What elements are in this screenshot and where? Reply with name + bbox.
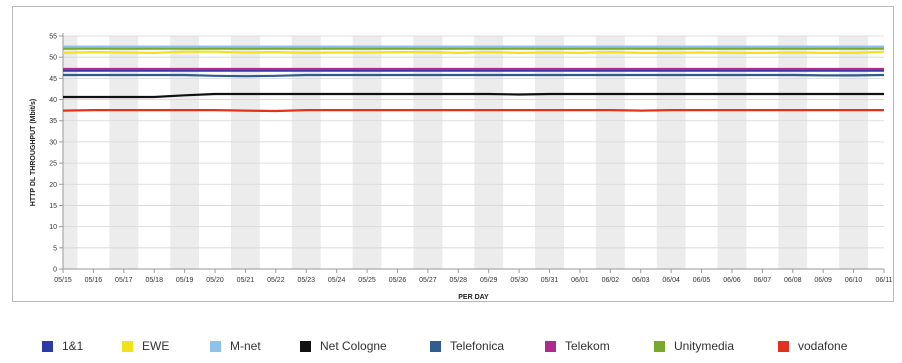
y-axis-title: HTTP DL THROUGHPUT (Mbit/s) [30,99,37,206]
x-tick-label: 05/15 [54,277,72,284]
legend-item-telekom: Telekom [545,336,610,356]
x-tick-label: 06/01 [571,277,589,284]
y-tick-label: 0 [53,267,57,274]
x-tick-label: 05/21 [237,277,255,284]
x-tick-label: 05/19 [176,277,194,284]
legend-item-1-1: 1&1 [42,336,83,356]
series-line-ewe [62,50,885,55]
y-tick-label: 40 [49,97,57,104]
y-tick-label: 15 [49,203,57,210]
legend-label: Net Cologne [320,339,387,353]
legend-swatch [545,340,556,352]
x-tick-label: 06/04 [662,277,680,284]
x-tick-label: 05/26 [389,277,407,284]
x-tick-label: 05/30 [510,277,528,284]
legend-item-m-net: M-net [210,336,261,356]
y-tick-label: 5 [53,245,57,252]
y-tick-label: 30 [49,139,57,146]
x-tick-label: 06/09 [814,277,832,284]
x-tick-label: 06/06 [723,277,741,284]
legend-swatch [42,340,53,352]
legend-item-net-cologne: Net Cologne [300,336,387,356]
y-tick-label: 35 [49,118,57,125]
series-line-net-cologne [63,92,884,99]
legend-label: EWE [142,339,170,353]
legend-label: Telefonica [450,339,505,353]
legend-label: M-net [230,339,261,353]
y-tick-label: 25 [49,161,57,168]
y-tick-label: 55 [49,34,57,41]
day-band [63,36,78,269]
x-tick-label: 05/29 [480,277,498,284]
x-tick-label: 06/08 [784,277,802,284]
x-tick-label: 06/03 [632,277,650,284]
x-tick-label: 05/24 [328,277,346,284]
y-tick-label: 50 [49,55,57,62]
x-tick-label: 06/02 [602,277,620,284]
legend-swatch [210,340,221,352]
x-tick-label: 05/31 [541,277,559,284]
x-tick-label: 06/05 [693,277,711,284]
legend-item-vodafone: vodafone [778,336,847,356]
x-tick-label: 06/11 [876,277,893,284]
legend-item-unitymedia: Unitymedia [654,336,734,356]
y-tick-label: 10 [49,224,57,231]
x-tick-label: 05/27 [419,277,437,284]
legend-item-telefonica: Telefonica [430,336,504,356]
legend-swatch [300,340,311,352]
legend-item-ewe: EWE [122,336,169,356]
legend-swatch [122,340,133,352]
y-tick-label: 45 [49,76,57,83]
x-tick-label: 05/22 [267,277,285,284]
chart-legend: 1&1 EWE M-net Net Cologne Telefonica Telekom U… [0,336,902,356]
x-tick-label: 06/10 [845,277,863,284]
x-tick-label: 05/23 [297,277,315,284]
legend-label: Telekom [565,339,610,353]
legend-label: vodafone [798,339,848,353]
line-chart: 0 5 10 15 20 25 30 35 40 45 50 55 05/15 05/16 05/17 05… [30,33,893,301]
x-tick-label: 05/17 [115,277,133,284]
chart-frame: 0 5 10 15 20 25 30 35 40 45 50 55 05/15 05/16 05/17 05… [12,6,894,302]
x-tick-label: 05/28 [450,277,468,284]
day-band [231,36,260,269]
series-line-telefonica [63,73,885,78]
x-tick-label: 05/25 [358,277,376,284]
x-tick-label: 05/20 [206,277,224,284]
legend-swatch [430,340,441,352]
x-tick-label: 05/18 [145,277,163,284]
legend-label: 1&1 [62,339,84,353]
y-tick-label: 20 [49,182,57,189]
legend-swatch [654,340,665,352]
x-axis-title: PER DAY [458,294,489,301]
legend-label: Unitymedia [674,339,735,353]
x-tick-label: 05/16 [85,277,103,284]
series-line-vodafone [62,108,884,113]
x-tick-label: 06/07 [754,277,772,284]
legend-swatch [778,340,789,352]
